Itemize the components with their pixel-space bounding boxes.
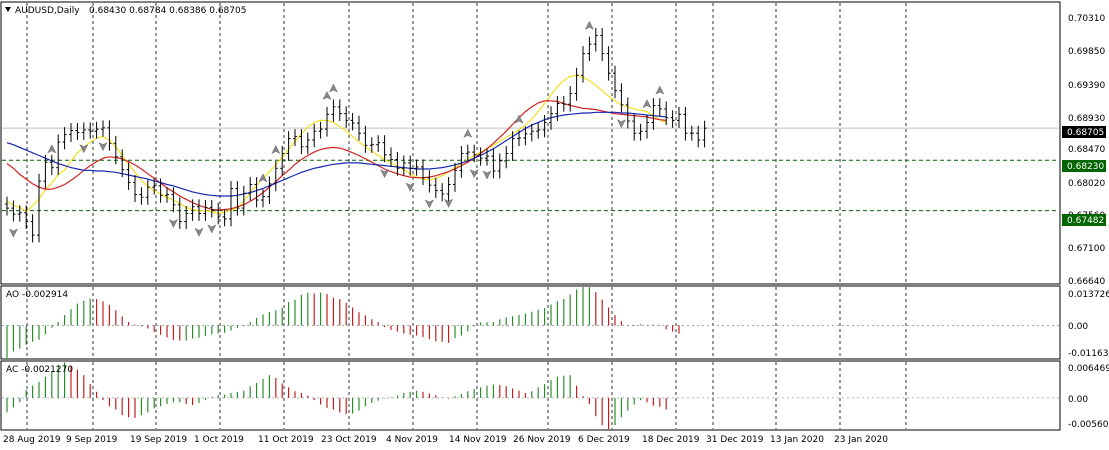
price-tick: 0.68470	[1068, 145, 1105, 155]
price-tick: 0.70310	[1068, 14, 1105, 24]
date-tick: 28 Aug 2019	[3, 435, 61, 445]
current-price-label: 0.68705	[1067, 128, 1104, 138]
fractal-down-icon	[616, 119, 626, 129]
price-tick: 0.67100	[1068, 244, 1105, 254]
price-tick: 0.68930	[1068, 114, 1105, 124]
ohlc-values: 0.68430 0.68784 0.68386 0.68705	[89, 6, 246, 16]
fractal-up-icon	[584, 20, 594, 30]
date-axis: 28 Aug 2019 9 Sep 2019 19 Sep 2019 1 Oct…	[3, 435, 888, 445]
price-tick: 0.69850	[1068, 47, 1105, 57]
fractal-markers	[8, 20, 665, 238]
fractal-down-icon	[482, 170, 492, 180]
fractal-down-icon	[79, 144, 89, 154]
date-tick: 19 Sep 2019	[130, 435, 187, 445]
horizontal-levels[interactable]	[2, 127, 1059, 212]
fractal-up-icon	[328, 83, 338, 93]
ac-tick: -0.0056034	[1068, 420, 1109, 430]
date-tick: 11 Oct 2019	[258, 435, 314, 445]
fractal-down-icon	[469, 169, 479, 179]
ac-tick: 0.00	[1068, 395, 1088, 405]
date-tick: 18 Dec 2019	[642, 435, 700, 445]
price-tick: 0.69390	[1068, 81, 1105, 91]
upper-level-label: 0.68230	[1067, 162, 1104, 172]
price-axis: 0.70310 0.69850 0.69390 0.68930 0.68470 …	[1068, 14, 1105, 287]
date-tick: 23 Oct 2019	[321, 435, 377, 445]
ao-indicator-window[interactable]	[0, 285, 1061, 360]
current-price-label-bg	[1062, 126, 1106, 138]
fractal-down-icon	[380, 169, 390, 179]
fractal-up-icon	[655, 85, 665, 95]
ao-histogram	[6, 287, 680, 358]
date-tick: 26 Nov 2019	[513, 435, 571, 445]
ma-slow-line	[6, 111, 667, 197]
ac-indicator-window[interactable]	[0, 360, 1061, 431]
date-tick: 4 Nov 2019	[386, 435, 438, 445]
price-tick: 0.68020	[1068, 179, 1105, 189]
fractal-up-icon	[463, 128, 473, 138]
date-tick: 9 Sep 2019	[66, 435, 118, 445]
ac-tick: 0.0064693	[1068, 364, 1109, 374]
fractal-down-icon	[168, 218, 178, 229]
fractal-down-icon	[444, 198, 454, 208]
price-bars	[5, 27, 707, 243]
fractal-down-icon	[207, 224, 217, 234]
date-tick: 31 Dec 2019	[706, 435, 764, 445]
fractal-up-icon	[47, 144, 57, 154]
ac-label: AC -0.0021270	[6, 365, 73, 375]
date-tick: 1 Oct 2019	[194, 435, 244, 445]
fractal-down-icon	[405, 182, 415, 192]
fractal-down-icon	[8, 228, 18, 238]
price-tick: 0.66640	[1068, 277, 1105, 287]
fractal-down-icon	[98, 142, 108, 152]
ao-label: AO -0.002914	[6, 290, 68, 300]
ao-tick: 0.013726	[1068, 290, 1109, 300]
fractal-up-icon	[258, 173, 268, 183]
date-tick: 6 Dec 2019	[578, 435, 630, 445]
fractal-down-icon	[424, 199, 434, 209]
ac-histogram	[6, 362, 667, 429]
ao-tick: -0.011631	[1068, 349, 1109, 359]
lower-level-label-bg	[1062, 214, 1106, 226]
fractal-up-icon	[322, 90, 332, 101]
upper-level-label-bg	[1062, 160, 1106, 172]
main-chart-window[interactable]	[0, 1, 1061, 285]
ma-mid-line	[6, 100, 667, 211]
symbol-title: AUDUSD,Daily	[15, 6, 80, 16]
collapse-arrow-icon[interactable]	[5, 7, 11, 12]
ao-tick: 0.00	[1068, 322, 1088, 332]
date-tick: 23 Jan 2020	[834, 435, 888, 445]
lower-level-label: 0.67482	[1067, 216, 1104, 226]
fractal-up-icon	[271, 144, 281, 155]
fractal-down-icon	[194, 227, 204, 237]
date-tick: 14 Nov 2019	[449, 435, 507, 445]
fractal-up-icon	[514, 114, 524, 124]
date-tick: 13 Jan 2020	[770, 435, 824, 445]
ma-fast-line	[6, 74, 667, 215]
chart-grid	[2, 3, 1059, 429]
moving-averages	[6, 74, 667, 215]
fractal-up-icon	[642, 99, 652, 109]
